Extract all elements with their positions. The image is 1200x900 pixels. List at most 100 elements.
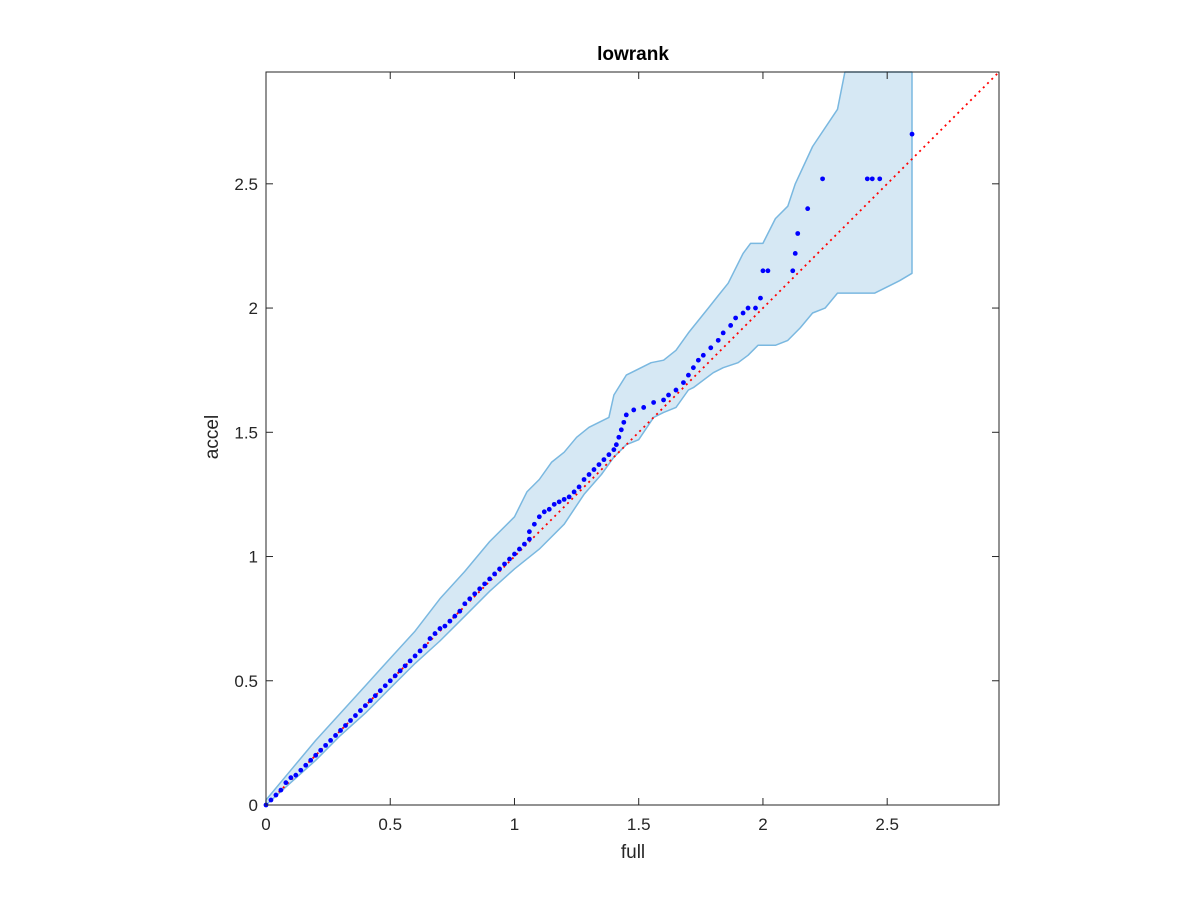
data-point — [502, 561, 507, 567]
data-point — [758, 295, 763, 301]
x-tick-label: 2.5 — [875, 815, 899, 834]
data-point — [541, 509, 547, 515]
data-point — [869, 176, 875, 182]
data-point — [661, 397, 666, 403]
data-point — [382, 683, 388, 689]
data-point — [507, 556, 512, 562]
data-point — [792, 250, 798, 256]
data-point — [328, 737, 334, 743]
data-point — [278, 787, 284, 793]
data-point — [760, 268, 766, 274]
data-point — [452, 613, 458, 619]
data-point — [323, 742, 329, 748]
data-point — [526, 529, 532, 535]
data-point — [467, 596, 473, 602]
data-point — [673, 387, 679, 393]
data-point — [313, 752, 319, 758]
data-point — [720, 330, 726, 336]
data-point — [372, 693, 378, 699]
y-tick-label: 2 — [249, 299, 258, 318]
data-point — [387, 678, 393, 684]
data-point — [618, 427, 624, 433]
data-point — [358, 708, 363, 713]
data-point — [348, 718, 353, 723]
data-point — [522, 541, 527, 547]
data-point — [268, 797, 274, 803]
data-point — [392, 673, 398, 679]
axes — [265, 71, 1000, 806]
data-point — [482, 581, 488, 587]
data-point — [765, 268, 771, 274]
data-point — [681, 380, 686, 385]
axes-box — [265, 71, 1000, 806]
data-point — [333, 733, 338, 738]
data-point — [457, 608, 463, 614]
data-point — [288, 775, 294, 781]
tick-labels: 0 0.5 1 1.5 2 2.5 0 0.5 1 1.5 2 2.5 — [234, 175, 899, 834]
x-tick-label: 1 — [510, 815, 519, 834]
data-point — [412, 653, 418, 659]
x-tick-label: 0 — [261, 815, 270, 834]
x-tick-label: 0.5 — [378, 815, 402, 834]
data-point — [571, 489, 577, 495]
data-point — [402, 663, 408, 669]
data-point — [631, 407, 637, 413]
data-point — [733, 315, 739, 321]
data-point — [616, 434, 622, 440]
x-tick-label: 1.5 — [627, 815, 651, 834]
data-point — [472, 591, 478, 597]
data-point — [651, 400, 657, 405]
y-tick-label: 2.5 — [234, 175, 258, 194]
data-point — [427, 636, 433, 641]
data-point — [531, 521, 537, 527]
y-tick-label: 0.5 — [234, 672, 258, 691]
y-tick-label: 1.5 — [234, 423, 258, 442]
data-point — [795, 231, 801, 236]
data-point — [526, 536, 532, 542]
data-point — [740, 310, 746, 316]
data-point — [556, 499, 562, 505]
data-point — [407, 658, 413, 664]
data-point — [293, 772, 299, 778]
data-point — [601, 457, 607, 463]
x-axis-label: full — [621, 842, 645, 863]
data-point — [512, 551, 517, 557]
data-point — [338, 728, 343, 733]
data-point — [596, 462, 602, 467]
data-point — [745, 305, 751, 311]
data-point — [417, 648, 423, 654]
data-point — [728, 323, 734, 328]
data-point — [273, 792, 279, 798]
data-point — [377, 688, 383, 694]
data-point — [686, 372, 691, 378]
data-point — [695, 357, 701, 363]
data-point — [353, 713, 358, 718]
data-point — [753, 305, 758, 311]
plot-area — [263, 71, 1000, 808]
data-point — [432, 631, 438, 636]
y-axis-label: accel — [202, 415, 223, 459]
data-point — [308, 757, 314, 763]
data-point — [591, 467, 597, 472]
data-point — [497, 566, 502, 572]
data-point — [517, 546, 522, 552]
data-point — [367, 698, 373, 704]
data-point — [477, 586, 483, 592]
data-point — [343, 723, 348, 728]
y-tick-label: 1 — [249, 548, 258, 567]
data-point — [298, 767, 304, 773]
data-point — [551, 501, 557, 507]
data-point — [621, 419, 627, 425]
data-point — [708, 345, 714, 351]
data-point — [586, 472, 592, 477]
data-point — [318, 747, 324, 753]
data-point — [690, 365, 696, 371]
data-point — [623, 412, 629, 418]
data-point — [442, 623, 448, 629]
data-point — [611, 447, 617, 453]
data-point — [561, 496, 567, 502]
data-point — [864, 176, 870, 182]
data-point — [790, 268, 796, 274]
data-point — [666, 392, 671, 398]
